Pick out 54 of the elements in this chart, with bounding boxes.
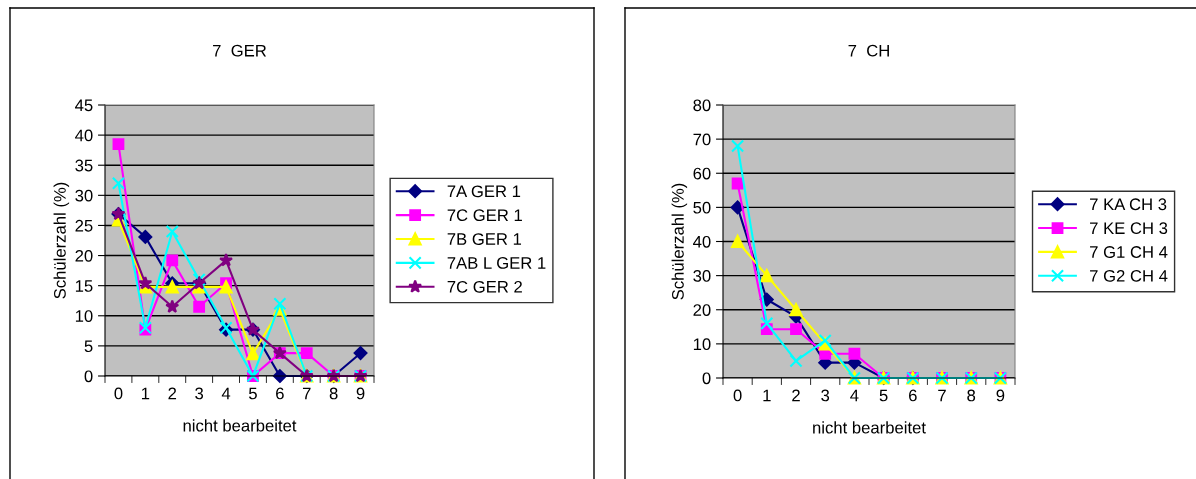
y-tick-label: 45 bbox=[75, 99, 93, 112]
x-axis-title: nicht bearbeitet bbox=[183, 419, 297, 432]
x-tick-label: 5 bbox=[879, 389, 888, 402]
legend-label: 7C GER 2 bbox=[447, 280, 522, 293]
y-tick-label: 80 bbox=[693, 99, 711, 112]
x-tick-label: 8 bbox=[329, 387, 338, 400]
legend-label: 7 G2 CH 4 bbox=[1090, 269, 1168, 282]
chart-title: 7 CH bbox=[848, 44, 889, 57]
x-tick-label: 3 bbox=[195, 387, 204, 400]
y-tick-label: 20 bbox=[693, 304, 711, 316]
legend-label: 7 KA CH 3 bbox=[1090, 198, 1167, 211]
y-tick-label: 60 bbox=[693, 167, 711, 180]
x-tick-label: 4 bbox=[850, 389, 859, 402]
x-tick-label: 6 bbox=[276, 387, 284, 400]
x-tick-label: 3 bbox=[821, 389, 830, 402]
y-tick-label: 15 bbox=[75, 280, 93, 292]
legend-label: 7 KE CH 3 bbox=[1090, 222, 1168, 235]
x-tick-label: 2 bbox=[792, 389, 800, 402]
y-tick-label: 35 bbox=[75, 159, 93, 172]
x-tick-label: 1 bbox=[763, 389, 771, 402]
x-tick-label: 9 bbox=[356, 387, 365, 400]
x-tick-label: 8 bbox=[967, 389, 976, 402]
y-axis-title: Schülerzahl (%) bbox=[53, 182, 70, 299]
y-tick-label: 20 bbox=[75, 249, 93, 262]
legend-label: 7A GER 1 bbox=[447, 185, 521, 198]
y-tick-label: 50 bbox=[693, 201, 711, 214]
y-axis-title: Schülerzahl (%) bbox=[671, 183, 688, 300]
x-tick-label: 0 bbox=[733, 389, 742, 402]
legend-label: 7B GER 1 bbox=[447, 233, 522, 245]
x-tick-label: 7 bbox=[302, 387, 311, 400]
y-tick-label: 30 bbox=[75, 189, 93, 202]
y-tick-label: 70 bbox=[693, 133, 711, 146]
y-tick-label: 5 bbox=[84, 340, 93, 353]
y-tick-label: 10 bbox=[693, 338, 711, 351]
x-tick-label: 0 bbox=[114, 387, 123, 400]
legend-label: 7C GER 1 bbox=[447, 209, 522, 222]
y-tick-label: 10 bbox=[75, 310, 93, 322]
x-tick-label: 2 bbox=[168, 387, 177, 400]
x-axis-title: nicht bearbeitet bbox=[813, 421, 926, 434]
y-tick-label: 30 bbox=[693, 270, 711, 282]
y-tick-label: 25 bbox=[75, 219, 93, 232]
y-tick-label: 40 bbox=[693, 235, 711, 248]
x-tick-label: 7 bbox=[938, 389, 946, 402]
x-tick-label: 4 bbox=[221, 387, 231, 400]
legend-label: 7 G1 CH 4 bbox=[1090, 246, 1168, 258]
legend-label: 7AB L GER 1 bbox=[447, 257, 546, 269]
x-tick-label: 9 bbox=[996, 389, 1005, 402]
x-tick-label: 5 bbox=[248, 387, 257, 400]
y-tick-label: 0 bbox=[702, 372, 711, 385]
x-tick-label: 1 bbox=[141, 387, 150, 400]
y-tick-label: 40 bbox=[75, 129, 93, 142]
x-tick-label: 6 bbox=[909, 389, 917, 402]
y-tick-label: 0 bbox=[84, 370, 93, 383]
chart-title: 7 GER bbox=[213, 44, 267, 57]
